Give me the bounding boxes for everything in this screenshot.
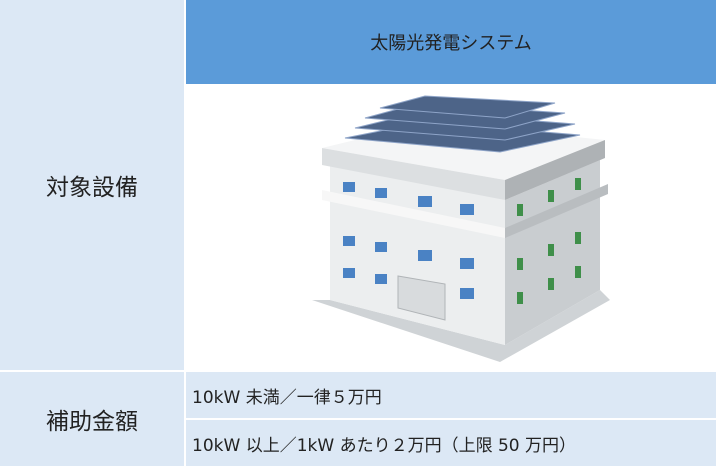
building-illustration — [312, 95, 610, 362]
image-cell — [186, 86, 716, 370]
subsidy-line: 10kW 未満／一律５万円 — [186, 372, 716, 418]
subsidy-line: 10kW 以上／1kW あたり２万円（上限 50 万円） — [186, 420, 716, 466]
row-label: 補助金額 — [0, 372, 184, 466]
header-cell: 太陽光発電システム — [186, 0, 716, 84]
row-label: 対象設備 — [0, 0, 184, 370]
